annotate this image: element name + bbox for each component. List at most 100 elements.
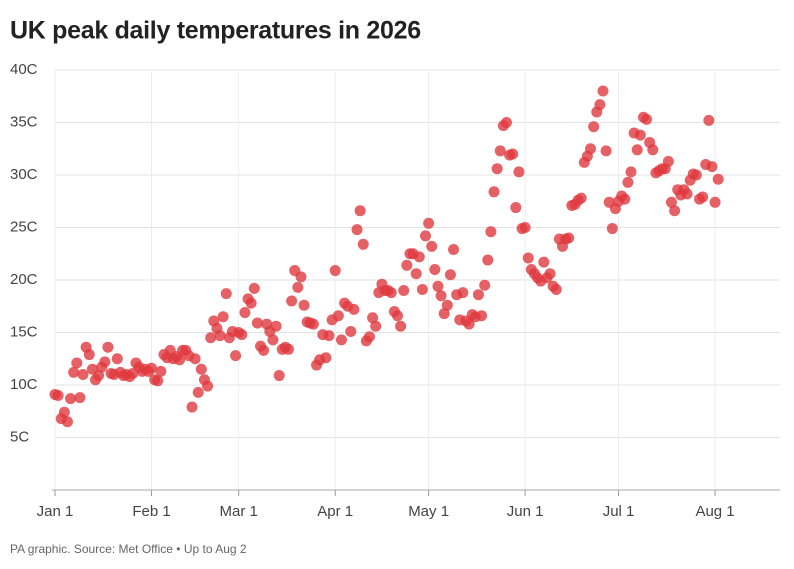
x-tick-label: Apr 1: [317, 503, 353, 520]
footnote: PA graphic. Source: Met Office • Up to A…: [10, 542, 247, 556]
point: [681, 188, 693, 200]
point: [413, 251, 425, 263]
point: [239, 307, 251, 319]
point: [647, 144, 659, 156]
point: [370, 320, 382, 332]
x-tick-label: Feb 1: [132, 503, 170, 520]
point: [457, 287, 469, 299]
y-tick-label: 20C: [10, 271, 38, 288]
point: [102, 341, 114, 353]
point: [401, 259, 413, 271]
point: [410, 268, 422, 280]
point: [669, 205, 681, 217]
point: [236, 329, 248, 341]
point: [432, 280, 444, 292]
y-tick-label: 35C: [10, 113, 38, 130]
point: [510, 202, 522, 214]
point: [307, 318, 319, 330]
point: [507, 148, 519, 160]
point: [476, 310, 488, 322]
point: [706, 161, 718, 173]
point: [588, 121, 600, 133]
point: [665, 196, 677, 208]
point: [99, 356, 111, 368]
point: [619, 193, 631, 205]
point: [420, 230, 432, 242]
point: [631, 144, 643, 156]
point: [332, 310, 344, 322]
point: [61, 416, 73, 428]
point: [77, 369, 89, 380]
point: [441, 299, 453, 311]
point: [320, 352, 332, 364]
point: [205, 332, 217, 344]
point: [214, 330, 226, 342]
x-tick-label: May 1: [408, 503, 449, 520]
point: [538, 256, 550, 268]
point: [286, 295, 298, 307]
point: [74, 392, 86, 404]
point: [500, 117, 512, 128]
point: [174, 354, 186, 366]
point: [192, 386, 204, 398]
point: [357, 238, 369, 250]
point: [435, 290, 447, 302]
point: [398, 285, 410, 296]
point: [606, 223, 618, 235]
point: [348, 303, 360, 315]
point: [429, 264, 441, 275]
point: [709, 196, 721, 208]
point: [93, 370, 105, 382]
point: [597, 85, 609, 97]
point: [423, 217, 435, 229]
x-tick-label: Jan 1: [37, 503, 74, 520]
x-tick-label: Jul 1: [603, 503, 635, 520]
point: [58, 406, 70, 418]
point: [600, 145, 612, 157]
y-tick-label: 15C: [10, 323, 38, 340]
x-tick-label: Mar 1: [220, 503, 258, 520]
y-tick-label: 10C: [10, 376, 38, 393]
point: [472, 289, 484, 301]
point: [351, 224, 363, 236]
y-tick-label: 30C: [10, 166, 38, 183]
point: [385, 287, 397, 299]
point: [152, 375, 164, 387]
x-tick-label: Jun 1: [507, 503, 544, 520]
point: [488, 186, 500, 198]
point: [295, 271, 307, 283]
point: [491, 163, 503, 175]
point: [83, 349, 95, 361]
chart-title: UK peak daily temperatures in 2026: [10, 17, 421, 45]
point: [329, 265, 341, 277]
point: [662, 155, 674, 167]
point: [71, 357, 83, 369]
y-tick-label: 5C: [10, 428, 29, 445]
point: [202, 380, 214, 392]
point: [448, 244, 460, 256]
point: [703, 114, 715, 126]
point: [485, 226, 497, 238]
point: [367, 312, 379, 324]
point: [395, 320, 407, 332]
point: [479, 279, 491, 291]
point: [273, 370, 285, 382]
point: [345, 325, 357, 337]
point: [248, 282, 260, 294]
point: [292, 281, 304, 293]
point: [513, 166, 525, 178]
point: [634, 129, 646, 141]
point: [575, 192, 587, 204]
point: [146, 362, 158, 374]
point: [217, 311, 229, 323]
point: [68, 366, 80, 378]
point: [563, 232, 575, 244]
point: [416, 283, 428, 295]
point: [323, 330, 335, 342]
point: [438, 308, 450, 320]
point: [522, 252, 534, 264]
point: [585, 143, 597, 155]
point: [354, 205, 366, 217]
